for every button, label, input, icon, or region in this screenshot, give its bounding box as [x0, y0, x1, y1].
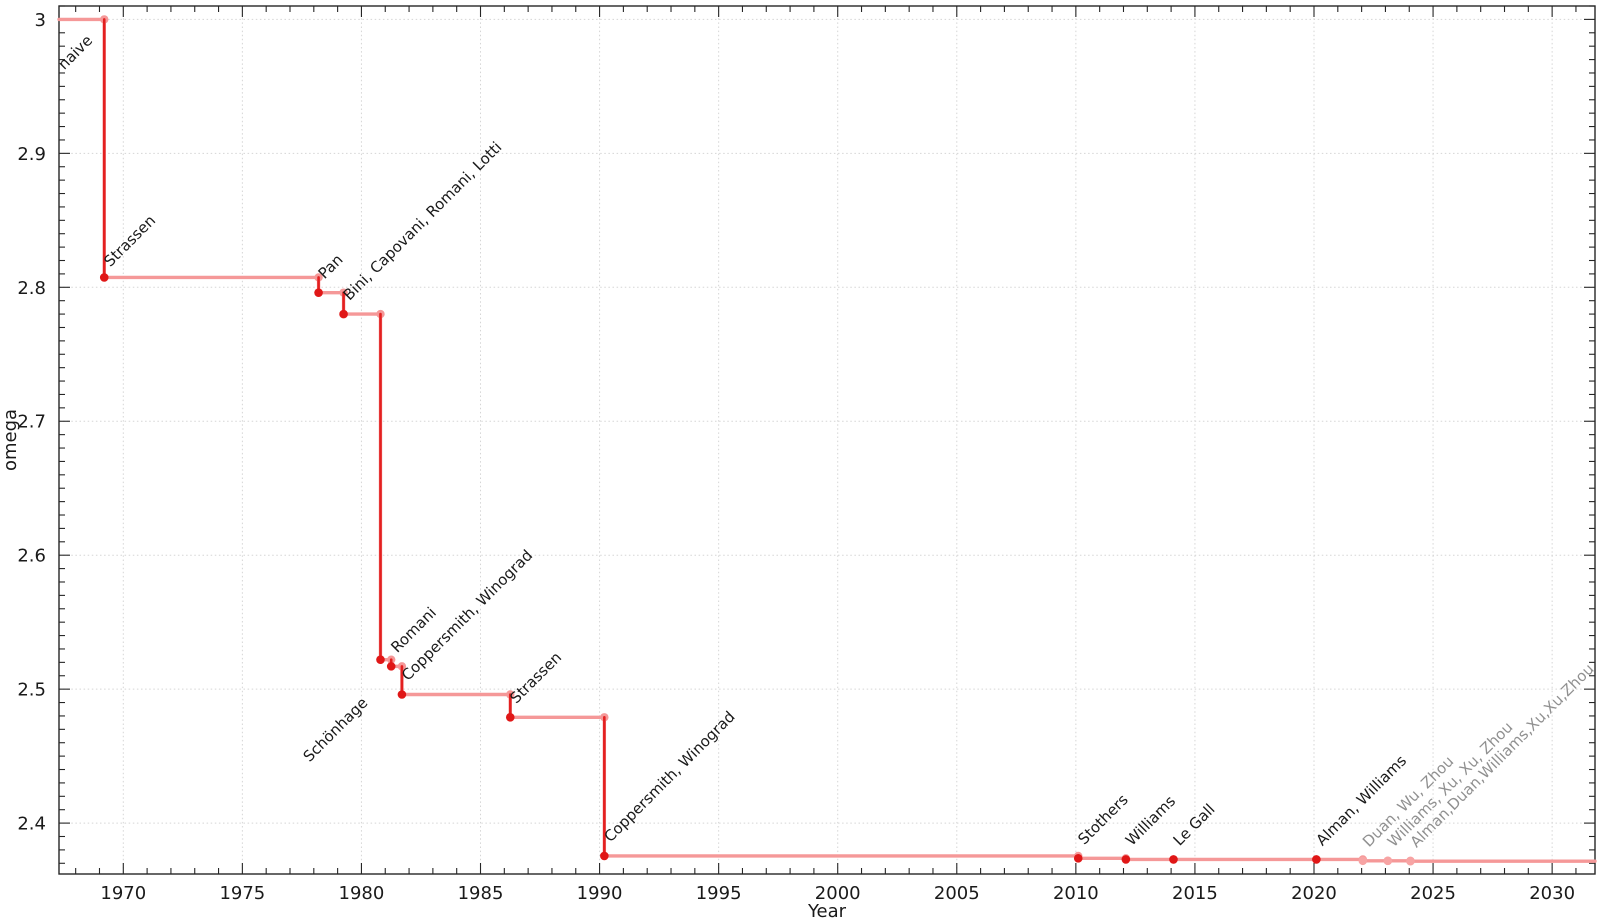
data-point-marker — [1121, 855, 1131, 864]
point-label: Strassen — [100, 211, 159, 270]
y-tick-label: 2.5 — [17, 680, 46, 701]
x-tick-label: 1970 — [100, 883, 146, 904]
y-tick-label: 3 — [35, 10, 46, 31]
x-axis-label: Year — [807, 901, 847, 920]
point-label: Le Gall — [1170, 800, 1219, 849]
x-tick-label: 2030 — [1529, 883, 1575, 904]
x-tick-label: 2020 — [1291, 883, 1337, 904]
data-point-marker — [1169, 855, 1178, 864]
data-point-marker — [1358, 856, 1368, 866]
x-tick-label: 1980 — [339, 883, 385, 904]
y-tick-label: 2.6 — [17, 546, 46, 567]
point-label: Schönhage — [300, 694, 372, 766]
y-tick-label: 2.8 — [17, 278, 46, 299]
data-point-marker — [1383, 856, 1393, 866]
point-label: Coppersmith, Winograd — [600, 708, 738, 846]
data-point-marker — [339, 309, 348, 319]
point-label: naive — [54, 31, 96, 73]
data-point-marker — [397, 690, 407, 699]
plot-frame — [58, 5, 1596, 875]
step-line — [57, 17, 1597, 863]
point-label: Stothers — [1074, 791, 1132, 849]
y-tick-label: 2.9 — [17, 144, 46, 165]
x-tick-label: 2025 — [1410, 883, 1456, 904]
point-label: Strassen — [506, 648, 565, 707]
data-point-marker — [505, 712, 515, 722]
y-axis-label: omega — [0, 409, 21, 471]
data-point-marker — [1406, 856, 1415, 866]
data-point-marker — [1073, 854, 1083, 863]
x-tick-label: 2005 — [934, 883, 980, 904]
y-tick-label: 2.7 — [17, 412, 46, 433]
data-point-marker — [1312, 855, 1321, 864]
data-point-marker — [376, 655, 385, 664]
point-label: Bini, Capovani, Romani, Lotti — [340, 138, 506, 304]
point-label: Williams, Xu, Xu, Zhou — [1384, 718, 1517, 851]
x-tick-label: 1995 — [696, 883, 742, 904]
data-point-marker — [99, 273, 109, 282]
x-tick-label: 2000 — [815, 883, 861, 904]
data-point-marker — [314, 288, 323, 297]
data-point-marker — [600, 851, 609, 861]
y-tick-label: 2.4 — [17, 814, 46, 835]
x-tick-label: 2015 — [1172, 883, 1218, 904]
point-label: Williams — [1122, 792, 1179, 849]
x-tick-label: 2010 — [1053, 883, 1099, 904]
x-tick-label: 1975 — [219, 883, 265, 904]
x-tick-label: 1990 — [577, 883, 623, 904]
data-point-marker — [386, 662, 396, 671]
x-tick-label: 1985 — [458, 883, 504, 904]
point-label: Alman,Duan,Williams,Xu,Xu,Zhou — [1407, 660, 1598, 851]
